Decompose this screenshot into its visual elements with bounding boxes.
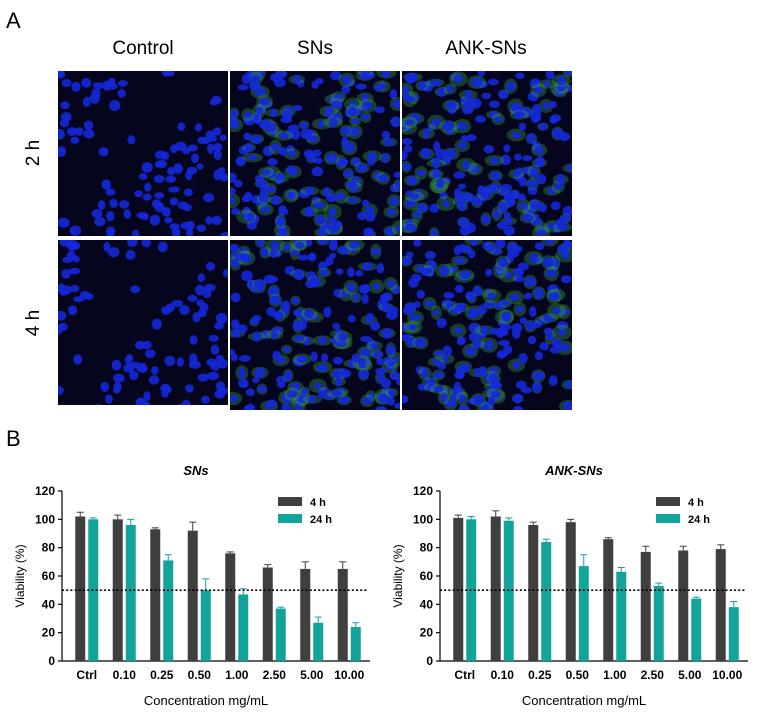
chart-sns-y-tick-label: 20: [42, 626, 56, 640]
chart-sns-bar-24h: [275, 608, 286, 661]
chart-ank-sns-y-tick-label: 0: [426, 654, 433, 668]
chart-ank-sns-bar-24h: [578, 566, 589, 661]
chart-sns-x-tick-label: 10.00: [334, 668, 364, 682]
chart-sns: SNs 0 20 40 60 80 100 120 Viability (%) Ctrl 0.10 0…: [13, 463, 370, 708]
chart-ank-sns-x-axis-label: Concentration mg/mL: [522, 693, 646, 708]
chart-ank-sns-y-tick-label: 40: [420, 597, 434, 611]
chart-ank-sns-y-tick-label: 80: [420, 541, 434, 555]
chart-sns-x-tick-label: 2.50: [263, 668, 287, 682]
chart-sns-x-tick-label: 0.10: [113, 668, 137, 682]
chart-ank-sns: ANK-SNs 0 20 40 60 80 100 120 Viability (%) Ctrl 0…: [391, 463, 748, 708]
chart-sns-x-tick-label: 5.00: [300, 668, 324, 682]
chart-sns-x-tick-label: 0.25: [150, 668, 174, 682]
chart-sns-y-tick-label: 40: [42, 597, 56, 611]
chart-ank-sns-x-tick-label: 10.00: [712, 668, 742, 682]
chart-ank-sns-bar-24h: [653, 585, 664, 661]
chart-ank-sns-y-tick-label: 120: [413, 484, 433, 498]
chart-sns-y-tick-label: 0: [48, 654, 55, 668]
chart-ank-sns-x-tick-label: 2.50: [641, 668, 665, 682]
chart-ank-sns-title: ANK-SNs: [544, 463, 603, 478]
chart-ank-sns-bar-4h: [565, 522, 576, 661]
chart-sns-bar-24h: [125, 525, 136, 661]
chart-sns-bar-24h: [350, 627, 361, 661]
chart-sns-bar-4h: [75, 516, 86, 661]
chart-ank-sns-legend-swatch-24h: [656, 514, 680, 523]
chart-sns-x-tick-label: 0.50: [188, 668, 212, 682]
chart-ank-sns-legend-swatch-4h: [656, 497, 680, 506]
chart-sns-x-axis-label: Concentration mg/mL: [144, 693, 268, 708]
chart-ank-sns-bar-4h: [528, 525, 539, 661]
chart-ank-sns-legend-label-4h: 4 h: [688, 497, 704, 509]
chart-sns-bar-24h: [200, 590, 211, 661]
chart-ank-sns-bar-24h: [541, 542, 552, 661]
chart-sns-bar-4h: [300, 568, 311, 661]
chart-sns-y-tick-label: 120: [35, 484, 55, 498]
chart-sns-legend-label-4h: 4 h: [310, 497, 326, 509]
chart-ank-sns-x-tick-label: 1.00: [603, 668, 627, 682]
chart-sns-y-axis-label: Viability (%): [13, 544, 27, 607]
chart-ank-sns-bar-4h: [603, 539, 614, 661]
chart-ank-sns-bar-24h: [728, 607, 739, 661]
chart-ank-sns-x-tick-label: 0.25: [528, 668, 552, 682]
chart-ank-sns-bar-24h: [616, 571, 627, 661]
chart-ank-sns-y-axis-label: Viability (%): [391, 544, 405, 607]
chart-ank-sns-y-tick-label: 20: [420, 626, 434, 640]
chart-sns-y-tick-label: 80: [42, 541, 56, 555]
chart-ank-sns-y-tick-label: 60: [420, 569, 434, 583]
chart-sns-title: SNs: [183, 463, 208, 478]
chart-sns-bar-24h: [313, 622, 324, 661]
chart-sns-bar-4h: [337, 568, 348, 661]
chart-ank-sns-bar-4h: [715, 549, 726, 661]
micrograph-sns-4h: [230, 240, 400, 410]
chart-sns-x-tick-label: 1.00: [225, 668, 249, 682]
chart-sns-bar-4h: [225, 553, 236, 661]
column-label-ank-sns: ANK-SNs: [445, 38, 527, 59]
micrograph-ank-sns-2h: [402, 71, 572, 236]
chart-ank-sns-bar-4h: [640, 551, 651, 661]
chart-ank-sns-x-tick-label: Ctrl: [454, 668, 475, 682]
chart-sns-legend-swatch-4h: [278, 497, 302, 506]
chart-ank-sns-x-tick-label: 0.50: [566, 668, 590, 682]
panel-b-letter: B: [6, 426, 21, 451]
chart-sns-bar-4h: [150, 529, 161, 661]
chart-sns-bar-4h: [262, 567, 273, 661]
column-label-sns: SNs: [297, 38, 333, 59]
chart-ank-sns-bar-4h: [678, 550, 689, 661]
micrograph-control-4h: [58, 240, 228, 405]
chart-sns-x-tick-label: Ctrl: [76, 668, 97, 682]
chart-ank-sns-bar-24h: [691, 598, 702, 661]
chart-sns-bar-4h: [187, 530, 198, 661]
chart-sns-legend-swatch-24h: [278, 514, 302, 523]
row-label-4h: 4 h: [23, 309, 44, 337]
column-label-control: Control: [112, 38, 174, 59]
panel-a-letter: A: [6, 8, 21, 33]
chart-ank-sns-bar-4h: [490, 516, 501, 661]
micrograph-control-2h: [58, 71, 228, 236]
chart-sns-bar-24h: [163, 560, 174, 661]
micrograph-sns-2h: [230, 71, 400, 236]
chart-sns-y-tick-label: 100: [35, 512, 55, 526]
chart-sns-legend-label-24h: 24 h: [310, 514, 332, 526]
chart-sns-y-tick-label: 60: [42, 569, 56, 583]
chart-ank-sns-x-tick-label: 5.00: [678, 668, 702, 682]
chart-ank-sns-x-tick-label: 0.10: [491, 668, 515, 682]
row-label-2h: 2 h: [23, 139, 44, 167]
chart-ank-sns-legend-label-24h: 24 h: [688, 514, 710, 526]
chart-sns-bar-24h: [238, 594, 249, 661]
chart-ank-sns-y-tick-label: 100: [413, 512, 433, 526]
micrograph-ank-sns-4h: [402, 240, 572, 410]
